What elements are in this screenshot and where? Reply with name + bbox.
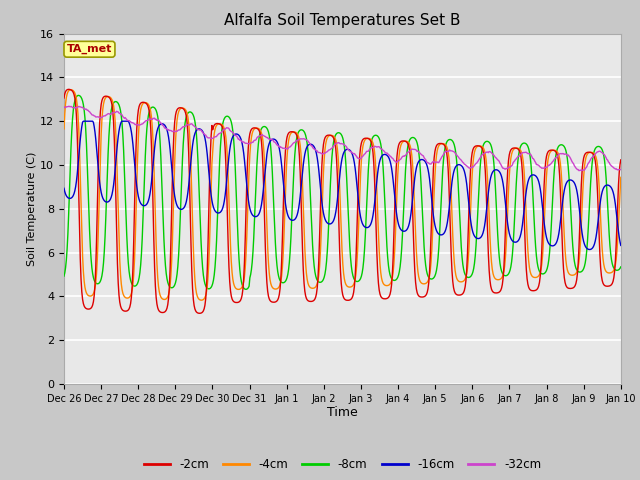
Text: TA_met: TA_met (67, 44, 112, 54)
Y-axis label: Soil Temperature (C): Soil Temperature (C) (28, 152, 37, 266)
X-axis label: Time: Time (327, 407, 358, 420)
Legend: -2cm, -4cm, -8cm, -16cm, -32cm: -2cm, -4cm, -8cm, -16cm, -32cm (139, 454, 546, 476)
Title: Alfalfa Soil Temperatures Set B: Alfalfa Soil Temperatures Set B (224, 13, 461, 28)
